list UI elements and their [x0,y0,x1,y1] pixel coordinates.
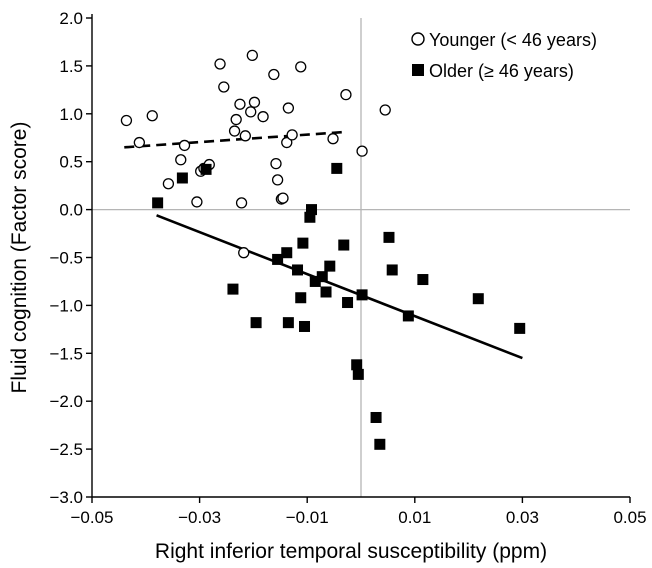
point-older [272,253,284,265]
point-older [514,322,526,334]
point-younger [146,110,158,122]
point-older [370,411,382,423]
point-older [331,162,343,174]
point-older [299,320,311,332]
point-younger [379,104,391,116]
point-younger [286,129,298,141]
point-younger [271,174,284,186]
point-older [152,197,164,209]
point-older [297,237,309,249]
point-older [417,274,429,286]
axes [86,14,631,503]
point-older [320,286,332,298]
point-younger [356,145,368,157]
data-points [120,49,526,450]
point-older [342,297,354,309]
point-older [338,239,350,251]
point-older [281,247,293,259]
point-younger [228,125,241,137]
point-older [227,283,239,295]
point-older [176,172,188,184]
trend-line-younger [124,130,345,149]
x-tick-label: −0.03 [178,508,221,527]
point-younger [282,102,295,114]
y-tick-label: −2.5 [49,440,83,459]
y-tick-label: 0.5 [59,153,83,172]
point-younger [175,154,187,166]
y-tick-label: 0.0 [59,201,83,220]
trend-lines [124,130,523,360]
point-younger [257,111,269,123]
point-older [309,275,321,287]
point-younger [340,88,352,101]
point-older [292,264,304,276]
point-older [282,317,294,329]
point-older [356,289,368,301]
y-axis-title: Fluid cognition (Factor score) [8,122,31,394]
point-younger [295,61,307,73]
point-older [295,292,307,304]
point-younger [235,197,248,209]
point-younger [214,58,226,70]
point-older [304,211,316,223]
point-older [250,317,262,329]
legend-marker-open-circle [411,32,425,46]
point-younger [245,106,257,118]
point-younger [178,139,191,152]
point-older [386,264,398,276]
y-tick-label: −3.0 [49,488,83,507]
point-younger [191,196,203,208]
y-tick-label: 1.0 [59,105,83,124]
x-tick-label: −0.05 [70,508,113,527]
point-younger [239,130,251,142]
point-younger [268,68,280,81]
x-axis-title: Right inferior temporal susceptibility (… [155,540,547,563]
point-younger [234,98,246,110]
y-tick-label: −1.0 [49,296,83,315]
point-older [324,260,336,272]
point-younger [248,96,261,108]
point-younger [327,133,339,145]
y-tick-label: −2.0 [49,392,83,411]
tick-labels: 2.01.51.00.50.0−0.5−1.0−1.5−2.0−2.5−3.0−… [49,9,646,527]
x-tick-label: 0.01 [398,508,431,527]
y-tick-label: 1.5 [59,57,83,76]
x-tick-label: −0.01 [286,508,329,527]
x-tick-label: 0.03 [506,508,539,527]
point-younger [218,81,230,93]
point-younger [281,136,293,149]
y-tick-label: −1.5 [49,344,83,363]
point-older [383,231,395,243]
point-older [472,293,484,305]
legend-marker-filled-square [412,64,424,76]
point-younger [120,114,133,127]
point-younger [162,178,175,190]
point-older [306,204,318,216]
legend-label-older: Older (≥ 46 years) [429,61,574,81]
point-younger [238,247,250,259]
point-younger [277,192,289,204]
point-older [374,438,386,450]
y-tick-label: −0.5 [49,249,83,268]
x-tick-label: 0.05 [613,508,646,527]
point-older [316,271,328,283]
point-older [351,359,363,371]
point-younger [246,49,258,62]
point-older [352,368,364,380]
legend-item-younger: Younger (< 46 years) [411,30,597,50]
legend-label-younger: Younger (< 46 years) [429,30,597,50]
point-younger [270,157,282,170]
legend: Younger (< 46 years) Older (≥ 46 years) [411,30,597,81]
legend-item-older: Older (≥ 46 years) [412,61,574,81]
point-younger [230,113,242,126]
reference-lines [92,18,630,497]
point-younger [133,136,145,149]
point-older [200,163,212,175]
y-tick-label: 2.0 [59,9,83,28]
trend-line-older [156,214,523,360]
point-older [402,310,414,322]
